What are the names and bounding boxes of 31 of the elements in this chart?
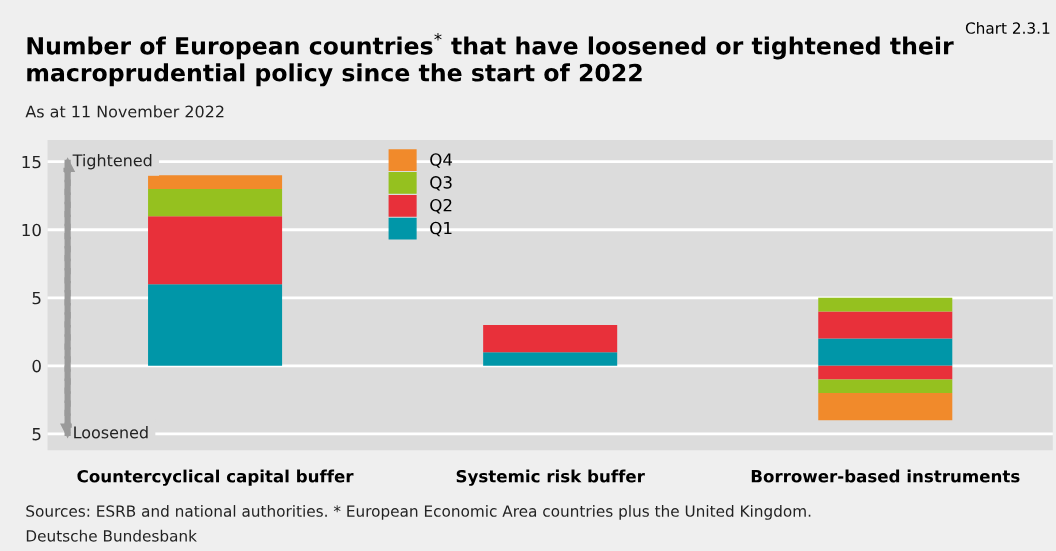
bar [148,188,283,217]
chart-subtitle: As at 11 November 2022 [25,105,224,118]
y-tick-label: 5 [32,291,41,305]
bar [148,216,283,285]
bar [818,311,953,339]
bar [818,393,953,421]
x-tick-label: Countercyclical capital buffer [77,469,354,486]
legend-label: Q1 [430,221,452,237]
legend-label: Q3 [430,176,452,191]
annotation: Loosened [74,426,148,439]
bar [818,379,953,394]
y-tick-label: 10 [22,223,41,237]
x-tick-label: Borrower-based instruments [751,469,1020,483]
legend-label: Q4 [430,153,453,168]
y-tick-label: 5 [32,428,41,441]
annotation: Tightened [72,153,152,170]
source-note: Sources: ESRB and national authorities. * European Economic Area countries plus the United Kingdom. [26,505,811,520]
bar [483,352,618,366]
x-tick-label: Systemic risk buffer [456,469,645,486]
bar [483,324,618,353]
bar [818,297,953,312]
bar [148,175,283,189]
y-tick-label: 0 [32,359,41,373]
bar [818,365,953,380]
bar [818,338,953,366]
text: Deutsche Bundesbank [26,529,197,542]
caption: Chart 2.3.1 [965,22,1050,34]
y-tick-label: 15 [22,155,41,169]
chart-title: Number of European countries$^{*}$ that have loosened or tightened their macroprudential policy since the start of 2022 [27,33,954,87]
bar [148,284,283,366]
legend-label: Q2 [430,198,452,214]
